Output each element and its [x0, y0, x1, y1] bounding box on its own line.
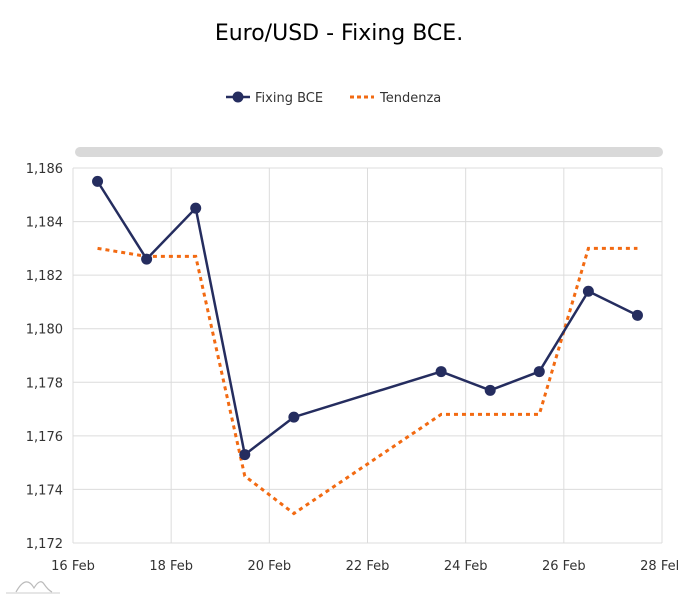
zoom-scrollbar[interactable] [75, 147, 663, 157]
logo-icon [6, 581, 60, 594]
legend[interactable]: Fixing BCE Tendenza [226, 91, 441, 106]
data-point[interactable] [141, 253, 153, 265]
x-tick-label: 26 Feb [542, 559, 586, 574]
x-tick-label: 18 Feb [149, 559, 193, 574]
data-point[interactable] [92, 175, 104, 187]
x-axis: 16 Feb 18 Feb 20 Feb 22 Feb 24 Feb 26 Feb 28 F… [51, 559, 678, 574]
y-tick-label: 1,178 [26, 376, 63, 391]
data-point[interactable] [288, 411, 300, 423]
data-point[interactable] [631, 309, 643, 321]
y-tick-label: 1,180 [26, 323, 63, 338]
data-point[interactable] [484, 384, 496, 396]
legend-label-tendenza[interactable]: Tendenza [379, 91, 441, 106]
y-tick-label: 1,174 [26, 483, 63, 498]
x-tick-label: 16 Feb [51, 559, 95, 574]
y-tick-label: 1,176 [26, 430, 63, 445]
x-tick-label: 24 Feb [444, 559, 488, 574]
data-point[interactable] [190, 202, 202, 214]
data-point[interactable] [533, 366, 545, 378]
series-line-fixing-bce [96, 180, 639, 457]
y-tick-label: 1,172 [26, 537, 63, 552]
x-tick-label: 28 Feb [640, 559, 678, 574]
x-tick-label: 22 Feb [346, 559, 390, 574]
series-lines [92, 175, 643, 516]
x-tick-label: 20 Feb [247, 559, 291, 574]
y-axis: 1,172 1,174 1,176 1,178 1,180 1,182 1,184 1,186 [26, 162, 63, 552]
data-point[interactable] [435, 366, 447, 378]
legend-marker-icon [232, 91, 244, 103]
data-point[interactable] [582, 285, 594, 297]
legend-label-fixing-bce[interactable]: Fixing BCE [255, 91, 323, 106]
y-tick-label: 1,186 [26, 162, 63, 177]
data-point[interactable] [239, 449, 251, 461]
y-tick-label: 1,184 [26, 216, 63, 231]
grid [72, 167, 663, 544]
y-tick-label: 1,182 [26, 269, 63, 284]
chart-title: Euro/USD - Fixing BCE. [215, 21, 463, 46]
